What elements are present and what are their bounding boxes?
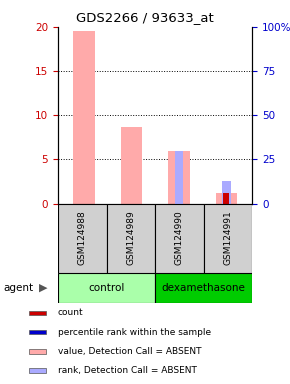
Text: GSM124989: GSM124989 xyxy=(126,211,135,265)
Text: GDS2266 / 93633_at: GDS2266 / 93633_at xyxy=(76,12,214,25)
Bar xyxy=(58,273,155,303)
Text: GSM124991: GSM124991 xyxy=(224,211,233,265)
Bar xyxy=(73,31,95,204)
Text: percentile rank within the sample: percentile rank within the sample xyxy=(58,328,211,337)
Text: control: control xyxy=(88,283,125,293)
Bar xyxy=(29,330,46,334)
Bar xyxy=(204,204,252,273)
Bar xyxy=(29,311,46,315)
Text: dexamethasone: dexamethasone xyxy=(162,283,246,293)
Bar xyxy=(168,151,189,204)
Bar xyxy=(175,151,183,204)
Bar xyxy=(29,368,46,373)
Text: value, Detection Call = ABSENT: value, Detection Call = ABSENT xyxy=(58,347,202,356)
Bar xyxy=(222,182,231,204)
Bar xyxy=(58,204,106,273)
Text: GSM124990: GSM124990 xyxy=(175,211,184,265)
Text: GSM124988: GSM124988 xyxy=(78,211,87,265)
Text: ▶: ▶ xyxy=(39,283,48,293)
Bar xyxy=(155,273,252,303)
Bar xyxy=(106,204,155,273)
Text: count: count xyxy=(58,308,84,318)
Bar xyxy=(29,349,46,354)
Bar xyxy=(121,127,142,204)
Text: rank, Detection Call = ABSENT: rank, Detection Call = ABSENT xyxy=(58,366,197,375)
Bar xyxy=(223,193,229,204)
Text: agent: agent xyxy=(3,283,33,293)
Bar xyxy=(215,193,237,204)
Bar xyxy=(155,204,204,273)
